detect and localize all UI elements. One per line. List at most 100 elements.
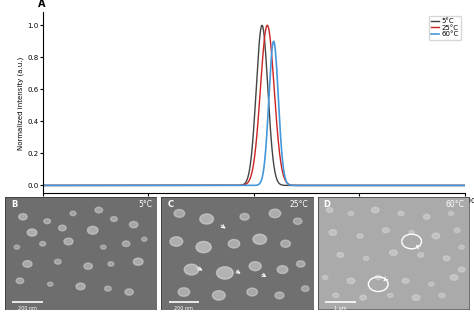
Circle shape <box>64 238 73 245</box>
Circle shape <box>240 213 249 220</box>
Line: 25°C: 25°C <box>43 25 465 185</box>
60°C <box>88 183 93 187</box>
Circle shape <box>14 245 19 249</box>
Circle shape <box>337 252 344 257</box>
60°C <box>40 183 46 187</box>
Circle shape <box>170 237 182 246</box>
Circle shape <box>44 219 51 224</box>
Circle shape <box>277 266 288 274</box>
Circle shape <box>360 295 366 300</box>
25°C <box>454 183 459 187</box>
Circle shape <box>372 207 379 213</box>
Circle shape <box>388 293 393 297</box>
Text: D: D <box>324 200 331 209</box>
Text: 200 nm: 200 nm <box>18 305 37 310</box>
Circle shape <box>253 234 266 244</box>
Circle shape <box>129 222 138 228</box>
Circle shape <box>402 278 409 283</box>
Circle shape <box>301 286 309 291</box>
Circle shape <box>293 218 302 224</box>
Circle shape <box>418 253 424 257</box>
Circle shape <box>364 256 369 260</box>
Circle shape <box>59 225 66 231</box>
Circle shape <box>275 292 284 299</box>
Text: 200 nm: 200 nm <box>174 305 193 310</box>
Circle shape <box>212 291 225 300</box>
Circle shape <box>27 229 37 236</box>
Circle shape <box>439 293 445 298</box>
Circle shape <box>296 261 305 267</box>
Legend: 5°C, 25°C, 60°C: 5°C, 25°C, 60°C <box>428 16 461 40</box>
5°C <box>88 183 93 187</box>
Circle shape <box>87 226 98 234</box>
Circle shape <box>269 209 281 218</box>
Circle shape <box>423 214 430 219</box>
Y-axis label: Normalized intensity (a.u.): Normalized intensity (a.u.) <box>18 56 25 149</box>
Circle shape <box>84 263 92 269</box>
Line: 60°C: 60°C <box>43 41 465 185</box>
Circle shape <box>357 234 363 238</box>
Text: B: B <box>11 200 17 209</box>
Circle shape <box>448 212 454 215</box>
25°C <box>113 183 118 187</box>
Circle shape <box>184 264 199 275</box>
5°C <box>220 183 226 187</box>
25°C <box>220 183 226 187</box>
Circle shape <box>76 283 85 290</box>
Circle shape <box>108 262 114 266</box>
5°C <box>40 183 46 187</box>
Circle shape <box>196 241 211 253</box>
Circle shape <box>95 207 102 213</box>
25°C <box>40 183 46 187</box>
Text: 25°C: 25°C <box>290 200 308 209</box>
Circle shape <box>200 214 213 224</box>
Circle shape <box>70 211 76 216</box>
Circle shape <box>333 293 339 298</box>
Circle shape <box>55 259 61 264</box>
60°C <box>454 183 459 187</box>
Circle shape <box>390 250 397 256</box>
25°C <box>462 183 467 187</box>
Text: 1 μm: 1 μm <box>334 305 346 310</box>
Circle shape <box>322 275 328 280</box>
5°C <box>408 183 414 187</box>
Circle shape <box>174 209 185 217</box>
60°C <box>113 183 118 187</box>
25°C <box>201 183 207 187</box>
Circle shape <box>16 278 24 284</box>
5°C <box>259 23 265 27</box>
Circle shape <box>105 286 111 291</box>
25°C <box>408 183 414 187</box>
Circle shape <box>428 282 434 286</box>
Circle shape <box>398 211 404 216</box>
Circle shape <box>228 240 240 248</box>
Text: C: C <box>167 200 173 209</box>
Circle shape <box>249 262 261 271</box>
Circle shape <box>40 241 46 246</box>
Circle shape <box>383 228 389 233</box>
Circle shape <box>347 278 355 284</box>
Circle shape <box>178 288 190 296</box>
60°C <box>408 183 414 187</box>
Circle shape <box>217 267 233 279</box>
Circle shape <box>327 207 333 212</box>
Circle shape <box>247 288 257 296</box>
Line: 5°C: 5°C <box>43 25 465 185</box>
Circle shape <box>47 282 53 286</box>
Circle shape <box>459 245 465 249</box>
60°C <box>201 183 207 187</box>
Text: A: A <box>38 0 46 9</box>
Circle shape <box>18 214 27 220</box>
Circle shape <box>458 267 465 272</box>
Circle shape <box>329 230 337 235</box>
Circle shape <box>100 245 106 249</box>
Circle shape <box>110 217 117 222</box>
60°C <box>271 39 276 43</box>
Text: 5°C: 5°C <box>138 200 152 209</box>
Circle shape <box>348 212 354 215</box>
Text: 60°C: 60°C <box>446 200 465 209</box>
Circle shape <box>409 231 414 235</box>
Circle shape <box>142 237 147 241</box>
Circle shape <box>454 228 460 232</box>
25°C <box>88 183 93 187</box>
